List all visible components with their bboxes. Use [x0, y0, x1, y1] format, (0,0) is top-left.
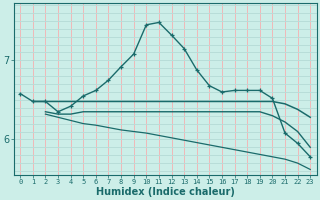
X-axis label: Humidex (Indice chaleur): Humidex (Indice chaleur): [96, 187, 235, 197]
